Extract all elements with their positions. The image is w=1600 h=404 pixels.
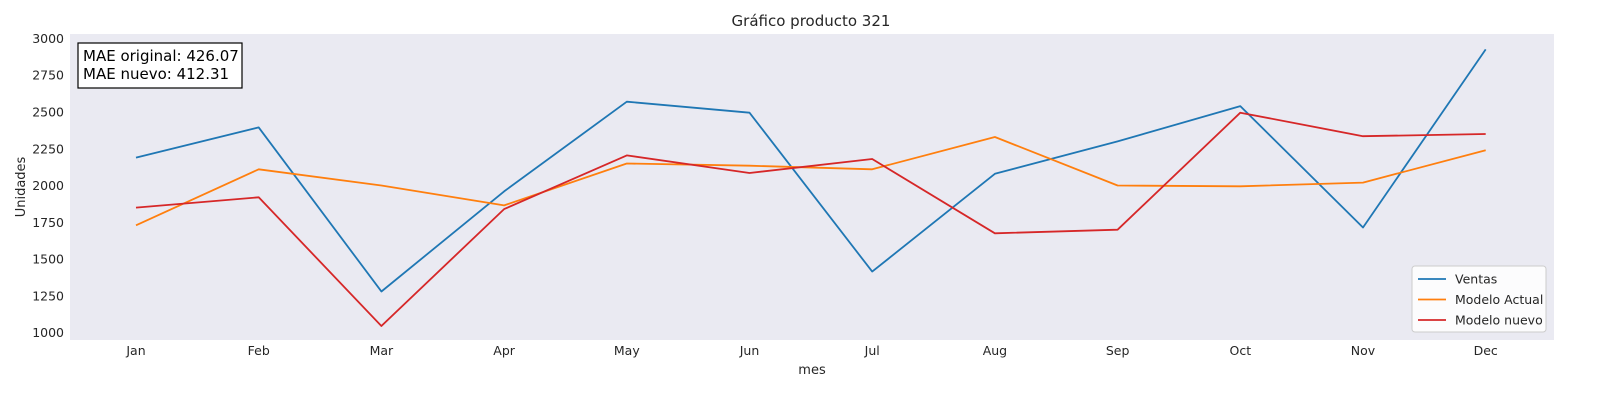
mae-original-text: MAE original: 426.07 (83, 47, 239, 65)
series-line-1 (135, 48, 1487, 293)
x-tick-label: Feb (248, 343, 270, 358)
series-layer (135, 48, 1487, 327)
y-tick-label: 2250 (32, 141, 64, 156)
mae-annotation-box: MAE original: 426.07 MAE nuevo: 412.31 (77, 42, 243, 89)
y-tick-label: 1250 (32, 288, 64, 303)
plot-area (70, 34, 1554, 340)
x-axis-label: mes (798, 363, 826, 378)
y-axis: 1000 1250 1500 1750 2000 2250 2500 2750 3000 (32, 31, 64, 340)
x-tick-label: Jan (125, 343, 145, 358)
x-tick-label: May (614, 343, 640, 358)
x-axis: Jan Feb Mar Apr May Jun Jul Aug Sep Oct Nov Dec (125, 343, 1498, 358)
chart-title: Gráfico producto 321 (732, 12, 891, 30)
y-tick-label: 1000 (32, 325, 64, 340)
y-tick-label: 2000 (32, 178, 64, 193)
x-tick-label: Nov (1351, 343, 1376, 358)
x-tick-label: Dec (1474, 343, 1498, 358)
legend-label: Modelo nuevo (1455, 313, 1543, 328)
y-axis-label: Unidades (14, 156, 29, 217)
x-tick-label: Jun (739, 343, 760, 358)
x-tick-label: Aug (983, 343, 1007, 358)
series-line-2 (135, 136, 1486, 227)
y-tick-label: 1750 (32, 215, 64, 230)
x-tick-label: Apr (493, 343, 515, 358)
y-tick-label: 1500 (32, 252, 64, 267)
legend-frame (1411, 265, 1547, 333)
legend-label: Ventas (1455, 272, 1497, 287)
x-tick-label: Jul (864, 343, 880, 358)
y-tick-label: 2750 (32, 68, 64, 83)
mae-annotation-frame (77, 42, 243, 89)
legend: Ventas Modelo Actual Modelo nuevo (1411, 265, 1547, 333)
legend-label: Modelo Actual (1455, 292, 1543, 307)
y-tick-label: 3000 (32, 31, 64, 46)
y-tick-label: 2500 (32, 104, 64, 119)
mae-nuevo-text: MAE nuevo: 412.31 (83, 65, 229, 83)
x-tick-label: Oct (1229, 343, 1251, 358)
series-line-3 (135, 111, 1486, 327)
x-tick-label: Mar (370, 343, 394, 358)
x-tick-label: Sep (1106, 343, 1130, 358)
